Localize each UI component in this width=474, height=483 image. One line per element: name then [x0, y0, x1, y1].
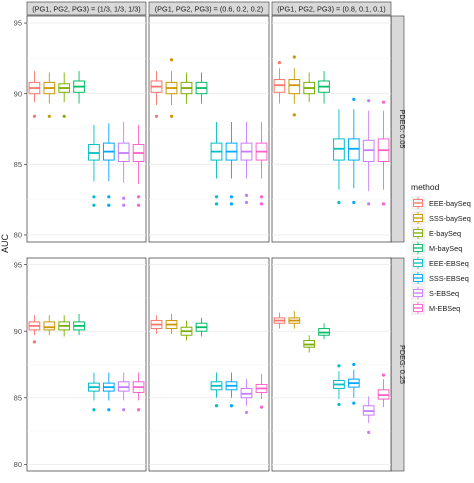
box-outlier-point [169, 114, 174, 118]
facet-strip-column [271, 1, 392, 16]
y-axis-tick-label: 85 [14, 393, 22, 402]
box-outlier-point [259, 195, 264, 199]
facet-strip-column [26, 1, 147, 16]
box-outlier-point [381, 373, 386, 377]
box-outlier-point [122, 203, 126, 207]
box-outlier-point [32, 114, 37, 118]
legend-title: method [411, 182, 440, 192]
box-outlier-point [154, 114, 159, 118]
box-outlier-point [367, 430, 371, 434]
box-outlier-point [352, 362, 356, 367]
legend-label: M-EBSeq [429, 304, 460, 313]
box-outlier-point [244, 200, 249, 205]
y-axis-tick-label: 95 [14, 260, 22, 269]
box-outlier-point [259, 405, 264, 409]
box-outlier-point [277, 61, 282, 65]
box-outlier-point [292, 113, 296, 117]
box-outlier-point [136, 408, 141, 412]
box-outlier-point [337, 200, 341, 205]
box-outlier-point [381, 202, 386, 206]
facet-strip-row-label: PDEG: 0.05 [398, 110, 407, 149]
legend-label: EEE-baySeq [429, 199, 471, 208]
y-axis-tick-label: 80 [14, 231, 22, 240]
box-outlier-point [62, 114, 66, 118]
box-outlier-point [244, 193, 249, 197]
box-outlier-point [352, 401, 356, 405]
legend-label: E-baySeq [429, 229, 461, 238]
legend-label: SSS-baySeq [429, 214, 471, 223]
box-outlier-point [92, 408, 96, 412]
box-outlier-point [352, 97, 356, 101]
facet-strip-column-label: (PG1, PG2, PG3) = (0.8, 0.1, 0.1) [277, 5, 386, 14]
facet-strip-column-label: (PG1, PG2, PG3) = (0.6, 0.2, 0.2) [155, 5, 264, 14]
legend-label: EEE-EBSeq [429, 259, 469, 268]
box-outlier-point [47, 114, 51, 118]
facet-strip-row-label: PDEG: 0.25 [398, 345, 407, 384]
y-axis-title: AUC [0, 234, 10, 254]
box-outlier-point [292, 55, 296, 59]
box-outlier-point [92, 203, 96, 207]
box-outlier-point [92, 195, 96, 199]
box-outlier-point [337, 364, 341, 368]
box-outlier-point [136, 195, 141, 199]
box-outlier-point [259, 202, 264, 206]
box-iqr [43, 321, 56, 331]
box-outlier-point [122, 196, 126, 200]
facet-strip-column [148, 1, 270, 16]
box-outlier-point [229, 202, 234, 206]
box-outlier-point [367, 202, 371, 206]
box-iqr [288, 79, 301, 95]
box-outlier-point [337, 402, 341, 407]
legend-label: SSS-EBSeq [429, 274, 469, 283]
box-outlier-point [367, 99, 371, 103]
legend-label: M-baySeq [429, 244, 462, 253]
box-outlier-point [107, 195, 111, 199]
box-outlier-point [229, 195, 234, 199]
y-axis-tick-label: 90 [14, 327, 22, 336]
facet-strip-column-label: (PG1, PG2, PG3) = (1/3, 1/3, 1/3) [32, 5, 141, 14]
box-outlier-point [122, 408, 126, 412]
box-outlier-point [136, 203, 141, 207]
box-outlier-point [214, 404, 219, 408]
box-outlier-point [169, 58, 174, 62]
box-outlier-point [107, 408, 111, 412]
box-outlier-point [244, 410, 249, 415]
y-axis-tick-label: 95 [14, 19, 22, 28]
box-outlier-point [352, 200, 356, 205]
box-outlier-point [107, 203, 111, 207]
box-outlier-point [214, 195, 219, 199]
y-axis-tick-label: 85 [14, 160, 22, 169]
y-axis-tick-label: 80 [14, 460, 22, 469]
box-outlier-point [214, 202, 219, 206]
y-axis-tick-label: 90 [14, 89, 22, 98]
box-outlier-point [381, 100, 386, 104]
box-outlier-point [229, 404, 234, 408]
box-outlier-point [32, 340, 37, 344]
legend-label: S-EBSeq [429, 289, 459, 298]
